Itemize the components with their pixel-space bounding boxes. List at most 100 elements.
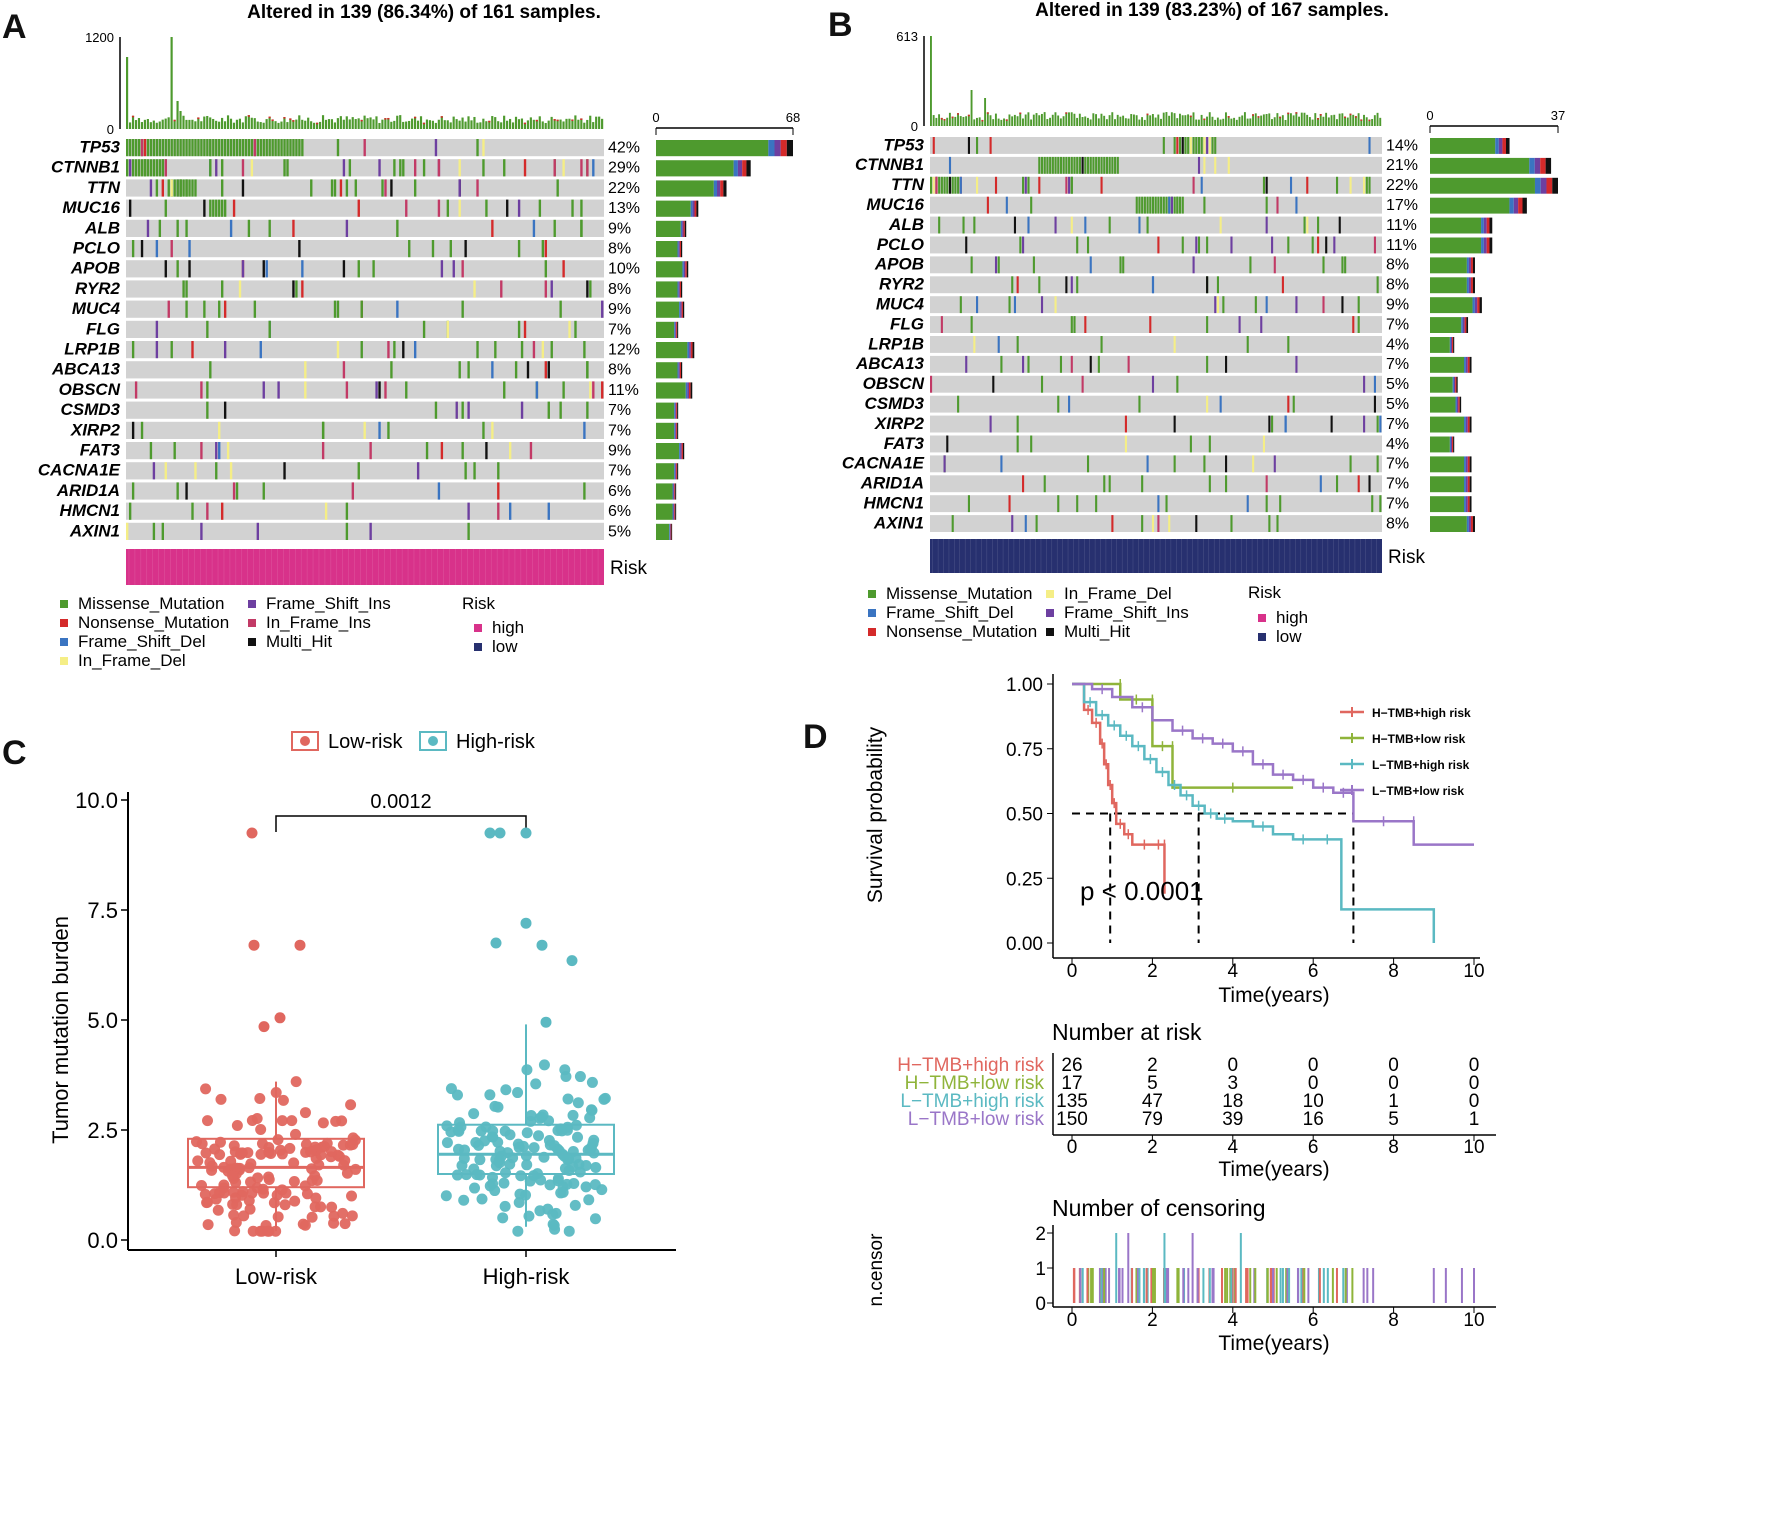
- mutation-cell: [1246, 495, 1249, 513]
- mutation-cell: [345, 522, 349, 540]
- mutation-cell: [1013, 296, 1017, 314]
- mutation-cell: [1097, 355, 1100, 373]
- mutation-cell: [126, 139, 129, 157]
- mutation-cell: [1179, 137, 1182, 154]
- tmb-bar: [366, 118, 369, 129]
- mutation-cell: [381, 179, 384, 197]
- gene-percent: 21%: [1386, 157, 1418, 174]
- side-bar-segment: [679, 362, 682, 379]
- data-point: [476, 1193, 488, 1205]
- mutation-cell: [1276, 196, 1279, 214]
- mutation-cell: [1038, 276, 1041, 294]
- mutation-cell: [155, 320, 159, 338]
- data-point: [458, 1152, 470, 1164]
- side-bar-segment: [1489, 217, 1493, 234]
- data-point: [315, 1201, 327, 1213]
- mutation-cell: [1057, 156, 1060, 174]
- tmb-bar: [1022, 118, 1024, 126]
- tmb-bar: [461, 117, 464, 129]
- outlier-point: [566, 955, 578, 967]
- mutation-cell: [458, 159, 461, 177]
- mutation-cell: [1073, 316, 1076, 333]
- mutation-cell: [1013, 216, 1017, 234]
- risk-table-x-tick-label: 6: [1308, 1137, 1319, 1158]
- gene-label: XIRP2: [70, 420, 121, 439]
- mutation-cell: [206, 401, 209, 419]
- tmb-bar: [238, 118, 241, 129]
- mutation-cell: [393, 341, 396, 359]
- side-bar-segment: [1466, 257, 1469, 274]
- side-bar-missense: [656, 140, 769, 157]
- tmb-bar: [402, 121, 405, 129]
- mutation-cell: [158, 219, 162, 237]
- tmb-bar: [271, 119, 274, 129]
- side-bar-segment: [713, 180, 717, 197]
- data-point: [311, 1175, 323, 1187]
- side-bar-missense: [656, 362, 678, 379]
- mutation-cell: [1265, 495, 1268, 513]
- tmb-bar: [580, 118, 583, 129]
- mutation-cell: [247, 219, 251, 237]
- mutation-cell: [559, 300, 562, 318]
- data-point: [228, 1140, 240, 1152]
- mutation-cell: [458, 179, 461, 197]
- mutation-cell: [517, 199, 521, 217]
- side-bar-segment: [681, 443, 683, 460]
- mutation-cell: [1265, 176, 1268, 194]
- mutation-cell: [455, 401, 458, 419]
- censor-title: Number of censoring: [1052, 1195, 1266, 1221]
- mutation-cell: [218, 139, 221, 157]
- data-point: [523, 1210, 535, 1222]
- mutation-cell: [940, 176, 943, 194]
- tmb-bar: [1016, 116, 1019, 126]
- side-bar-segment: [677, 281, 679, 298]
- mutation-cell: [503, 381, 506, 399]
- mutation-cell: [1122, 256, 1125, 274]
- mutation-cell: [1016, 276, 1019, 294]
- tmb-bar: [1049, 117, 1051, 126]
- side-bar-segment: [1529, 157, 1535, 174]
- side-bar-segment: [1462, 317, 1465, 333]
- gene-label: LRP1B: [868, 334, 924, 353]
- mutation-cell: [1181, 236, 1184, 254]
- mutation-cell: [152, 522, 156, 540]
- side-bar-segment: [1486, 217, 1490, 234]
- legend-swatch: [868, 609, 876, 617]
- tmb-bar: [1360, 119, 1363, 126]
- mutation-cell: [1192, 176, 1195, 194]
- mutation-cell: [1035, 515, 1038, 532]
- mutation-cell: [345, 219, 349, 237]
- mutation-cell: [1376, 455, 1379, 473]
- mutation-cell: [191, 502, 194, 520]
- data-point: [497, 1212, 509, 1224]
- mutation-cell: [422, 320, 426, 338]
- tmb-bar: [173, 119, 176, 129]
- mutation-cell: [232, 199, 236, 217]
- data-point: [588, 1134, 600, 1146]
- tmb-bar-cap: [1146, 113, 1149, 116]
- censor-y-label: n.censor: [866, 1233, 887, 1307]
- side-bar-segment: [680, 443, 682, 460]
- mutation-cell: [292, 280, 295, 298]
- mutation-cell: [1287, 395, 1290, 413]
- mutation-cell: [1181, 196, 1184, 214]
- mutation-cell: [1038, 156, 1041, 174]
- mutation-cell: [1065, 276, 1068, 294]
- outlier-point: [520, 917, 532, 929]
- mutation-cell: [1195, 137, 1198, 154]
- mutation-cell: [425, 442, 429, 460]
- mutation-cell: [146, 159, 150, 177]
- tmb-bar: [1195, 119, 1198, 126]
- mutation-cell: [431, 240, 435, 258]
- tmb-bar: [128, 122, 132, 129]
- data-point: [243, 1195, 255, 1207]
- side-bar-segment: [1518, 197, 1523, 214]
- gene-percent: 7%: [1386, 356, 1409, 373]
- data-point: [589, 1179, 601, 1191]
- gene-percent: 7%: [1386, 476, 1409, 493]
- tmb-bar: [1005, 119, 1008, 126]
- tmb-bar: [1317, 118, 1319, 126]
- mutation-cell: [149, 442, 153, 460]
- mutation-cell: [1333, 236, 1336, 254]
- mutation-cell: [357, 462, 360, 480]
